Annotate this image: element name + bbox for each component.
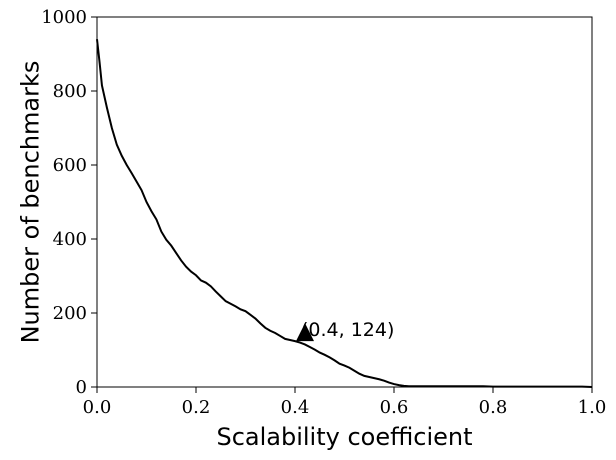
- y-tick-label: 600: [53, 155, 87, 176]
- y-axis-label: Number of benchmarks: [16, 61, 44, 344]
- series-line: [96, 39, 593, 388]
- annotations: (0.4, 124): [296, 319, 394, 342]
- annotation-marker: [296, 323, 314, 342]
- axes-frame: [96, 16, 593, 388]
- y-tick-label: 400: [53, 229, 87, 250]
- x-tick-label: 0.4: [281, 397, 310, 418]
- x-tick-label: 0.2: [182, 397, 211, 418]
- y-tick-label: 200: [53, 303, 87, 324]
- y-tick-label: 1000: [41, 7, 87, 28]
- y-tick-label: 800: [53, 81, 87, 102]
- x-ticks: 0.0 0.2 0.4 0.6 0.8 1.0: [83, 387, 607, 418]
- x-tick-label: 1.0: [578, 397, 607, 418]
- x-axis-label: Scalability coefficient: [216, 423, 472, 451]
- axes: 0.0 0.2 0.4 0.6 0.8 1.0 0 200 400 600 800 1000: [41, 7, 606, 418]
- x-tick-label: 0.6: [380, 397, 409, 418]
- annotation-label: (0.4, 124): [301, 319, 394, 341]
- x-tick-label: 0.0: [83, 397, 112, 418]
- plot-area: (0.4, 124): [96, 39, 593, 388]
- y-tick-label: 0: [76, 377, 87, 398]
- y-ticks: 0 200 400 600 800 1000: [41, 7, 97, 398]
- x-tick-label: 0.8: [479, 397, 508, 418]
